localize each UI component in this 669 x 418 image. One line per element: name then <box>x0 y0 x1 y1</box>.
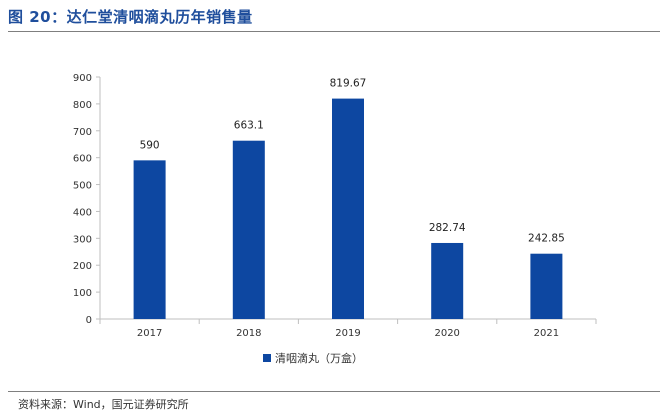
figure-title: 图 20：达仁堂清咽滴丸历年销售量 <box>8 8 253 26</box>
y-tick-label: 200 <box>73 261 92 272</box>
x-tick-label: 2021 <box>534 328 559 339</box>
y-tick-label: 400 <box>73 207 92 218</box>
title-divider <box>8 31 660 32</box>
y-tick-label: 500 <box>73 181 92 192</box>
bar <box>332 98 364 319</box>
bar-data-label: 590 <box>140 139 160 151</box>
y-tick-label: 300 <box>73 234 92 245</box>
x-tick-label: 2017 <box>137 328 162 339</box>
x-tick-label: 2019 <box>335 328 360 339</box>
legend-swatch <box>263 354 271 362</box>
y-tick-label: 900 <box>73 73 92 84</box>
y-tick-label: 100 <box>73 288 92 299</box>
bar-data-label: 242.85 <box>528 233 565 245</box>
bar <box>133 160 166 319</box>
x-tick-label: 2020 <box>434 328 459 339</box>
bar <box>431 242 464 319</box>
chart-legend: 清咽滴丸（万盒） <box>263 350 363 366</box>
bar <box>530 253 563 319</box>
bar-data-label: 282.74 <box>429 222 466 234</box>
y-tick-label: 0 <box>86 315 92 326</box>
y-tick-label: 800 <box>73 100 92 111</box>
y-tick-label: 600 <box>73 154 92 165</box>
source-divider <box>8 391 660 392</box>
source-note: 资料来源：Wind，国元证券研究所 <box>18 398 189 411</box>
legend-label: 清咽滴丸（万盒） <box>275 352 363 365</box>
bar-data-label: 819.67 <box>330 78 367 90</box>
y-tick-label: 700 <box>73 127 92 138</box>
x-tick-label: 2018 <box>236 328 261 339</box>
bar <box>232 140 265 319</box>
bar-data-label: 663.1 <box>234 120 264 132</box>
